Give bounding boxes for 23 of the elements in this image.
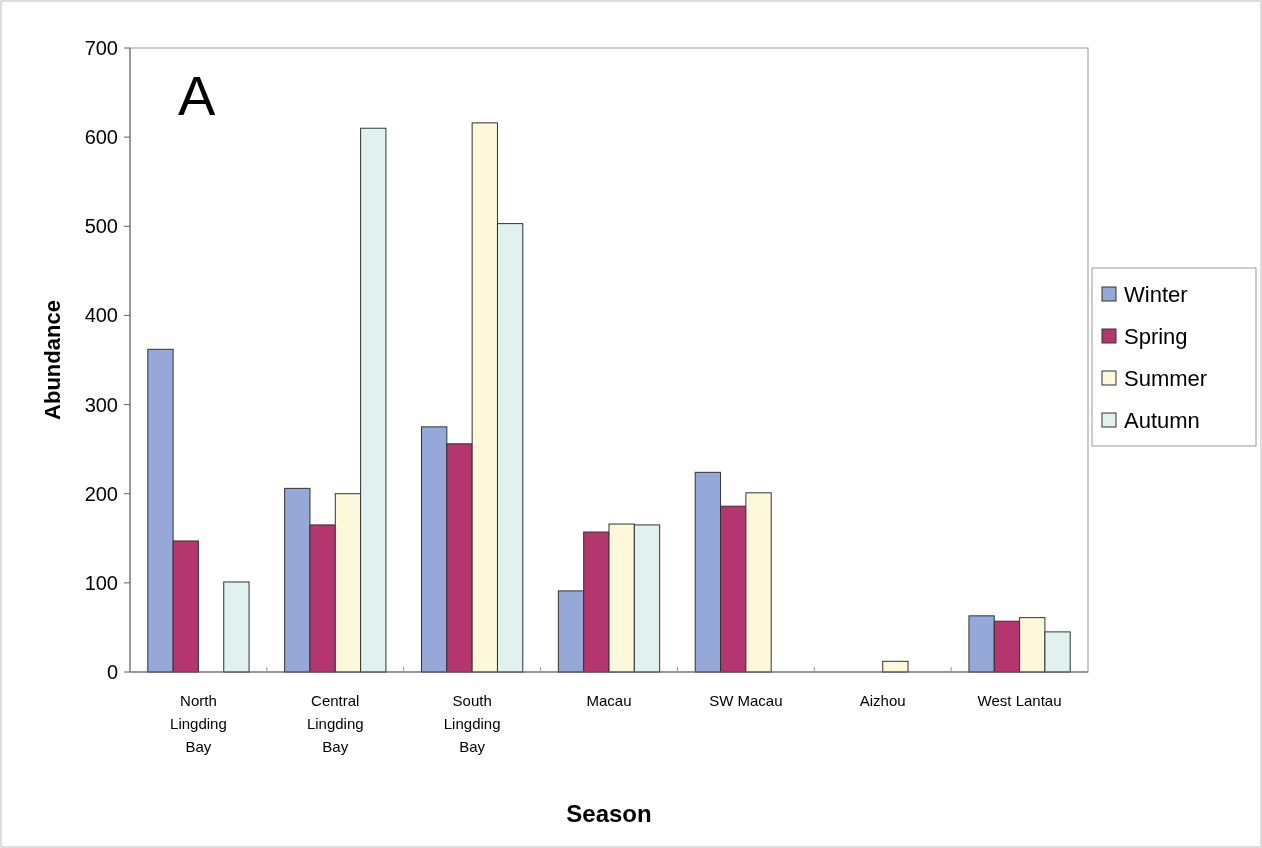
y-tick-label: 500 — [84, 215, 118, 238]
x-axis-title: Season — [566, 800, 652, 827]
legend-label: Winter — [1124, 281, 1188, 307]
y-tick-label: 200 — [84, 482, 118, 505]
bar — [223, 581, 250, 673]
y-tick-label: 300 — [84, 393, 118, 416]
y-tick-label: 400 — [84, 304, 118, 327]
legend-label: Spring — [1124, 323, 1188, 349]
y-tick-label: 100 — [84, 571, 118, 594]
legend-label: Summer — [1124, 365, 1208, 391]
legend-label: Autumn — [1124, 407, 1200, 433]
y-tick-label: 600 — [84, 126, 118, 149]
annotation: A — [178, 64, 216, 127]
x-tick-label: North Lingding Bay — [170, 692, 227, 755]
y-tick-label: 700 — [84, 37, 118, 59]
x-tick-label: South Lingding Bay — [443, 692, 501, 755]
x-tick-label: Central Lingding Bay — [306, 692, 364, 755]
y-tick-label: 0 — [106, 661, 118, 683]
x-tick-label: SW Macau — [709, 692, 783, 709]
x-tick-label: Aizhou — [859, 692, 906, 709]
y-axis-title: Abundance — [40, 300, 65, 420]
x-tick-label: Macau — [586, 692, 632, 709]
x-tick-label: West Lantau — [977, 692, 1062, 709]
